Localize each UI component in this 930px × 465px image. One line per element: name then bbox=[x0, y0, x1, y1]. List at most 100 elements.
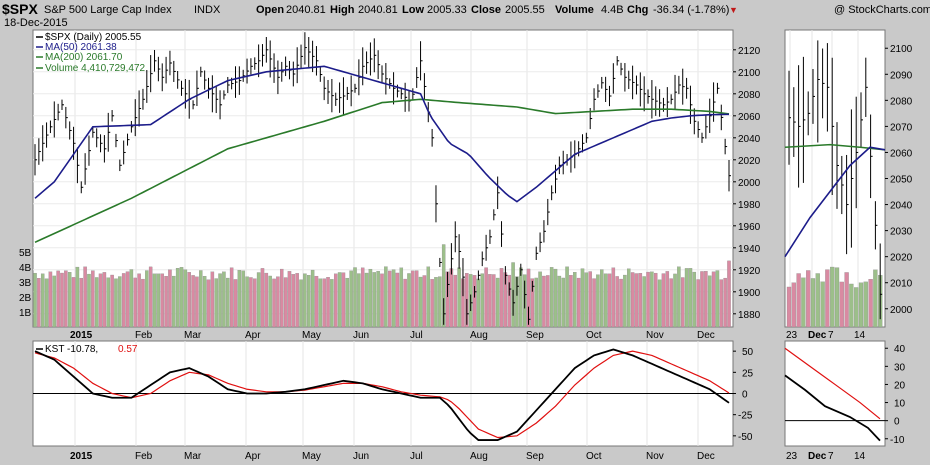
volume-bar bbox=[569, 275, 573, 328]
zoom-volume-bar bbox=[863, 281, 868, 328]
y-tick-label: 2060 bbox=[738, 112, 761, 123]
zoom-x-tick-label: 14 bbox=[854, 330, 866, 341]
x-tick-label: Jun bbox=[353, 451, 369, 462]
volume-bar bbox=[696, 279, 700, 328]
x-tick-label: Sep bbox=[526, 451, 544, 462]
zoom-volume-bar bbox=[858, 282, 864, 328]
volume-bar bbox=[164, 276, 168, 328]
volume-bar bbox=[125, 271, 130, 328]
volume-bar bbox=[727, 260, 731, 328]
kst-tick-label: 50 bbox=[742, 347, 754, 358]
low-value: 2005.33 bbox=[427, 4, 467, 16]
volume-bar bbox=[187, 272, 191, 328]
volume-bar bbox=[357, 273, 361, 328]
volume-bar bbox=[507, 274, 511, 328]
volume-bar bbox=[580, 268, 585, 328]
volume-bar bbox=[407, 273, 411, 328]
volume-value: 4.4B bbox=[601, 4, 624, 16]
volume-bar bbox=[680, 277, 685, 328]
volume-bar bbox=[495, 277, 500, 328]
volume-bar bbox=[665, 271, 670, 328]
volume-tick-label: 4B bbox=[19, 263, 32, 274]
zoom-y-tick-label: 2080 bbox=[890, 96, 913, 107]
volume-bar bbox=[384, 266, 388, 328]
volume-bar bbox=[441, 244, 446, 328]
x-tick-label: 2015 bbox=[70, 451, 93, 462]
volume-bar bbox=[295, 273, 299, 328]
volume-bar bbox=[391, 269, 396, 328]
down-arrow-icon: ▼ bbox=[729, 5, 738, 15]
legend-entry: $SPX (Daily) 2005.55 bbox=[45, 32, 142, 43]
x-tick-label: Aug bbox=[470, 330, 488, 341]
volume-bar bbox=[168, 269, 172, 328]
volume-bar bbox=[399, 267, 404, 328]
volume-bar bbox=[195, 276, 199, 328]
volume-bar bbox=[719, 279, 724, 328]
zoom-y-tick-label: 2020 bbox=[890, 253, 913, 264]
zoom-volume-bar bbox=[796, 273, 801, 328]
volume-bar bbox=[110, 274, 114, 328]
zoom-x-tick-label: Dec bbox=[808, 451, 827, 462]
volume-bar bbox=[133, 277, 137, 328]
volume-bar bbox=[484, 267, 488, 328]
volume-bar bbox=[245, 276, 249, 328]
kst-legend-value: KST -10.78, bbox=[45, 344, 98, 355]
volume-bar bbox=[561, 277, 565, 328]
kst-signal-line bbox=[34, 350, 730, 439]
zoom-volume-bar bbox=[791, 282, 796, 328]
kst-tick-label: -50 bbox=[738, 432, 753, 443]
volume-bar bbox=[33, 272, 37, 328]
kst-legend-signal: 0.57 bbox=[118, 344, 138, 355]
volume-bar bbox=[403, 278, 407, 328]
high-label: High bbox=[330, 4, 355, 16]
y-tick-label: 1880 bbox=[738, 310, 761, 321]
volume-bar bbox=[657, 279, 662, 328]
open-value: 2040.81 bbox=[286, 4, 326, 16]
volume-bar bbox=[642, 276, 646, 328]
volume-bar bbox=[414, 270, 419, 328]
x-tick-label: Jun bbox=[353, 330, 369, 341]
volume-bar bbox=[306, 275, 311, 328]
volume-bar bbox=[129, 269, 134, 328]
volume-bar bbox=[102, 272, 107, 328]
zoom-y-tick-label: 2090 bbox=[890, 70, 913, 81]
volume-label: Volume bbox=[555, 4, 594, 16]
volume-bar bbox=[75, 266, 80, 328]
zoom-volume-bar bbox=[834, 267, 840, 328]
x-tick-label: Apr bbox=[245, 451, 261, 462]
volume-bar bbox=[160, 273, 164, 328]
volume-bar bbox=[67, 272, 72, 328]
legend-entry: Volume 4,410,729,472 bbox=[45, 63, 146, 74]
volume-tick-label: 5B bbox=[19, 248, 32, 259]
volume-bar bbox=[272, 278, 276, 328]
volume-bar bbox=[106, 277, 111, 328]
volume-bar bbox=[118, 276, 122, 328]
zoom-kst-tick-label: 30 bbox=[894, 362, 906, 373]
volume-bar bbox=[673, 273, 677, 328]
volume-bar bbox=[411, 270, 415, 328]
y-tick-label: 1960 bbox=[738, 222, 761, 233]
volume-bar bbox=[199, 270, 203, 328]
volume-bar bbox=[87, 273, 91, 328]
volume-bar bbox=[222, 271, 226, 328]
volume-bar bbox=[553, 268, 558, 328]
volume-bar bbox=[326, 277, 330, 328]
volume-bar bbox=[79, 277, 84, 328]
volume-bar bbox=[472, 275, 477, 328]
kst-line bbox=[34, 348, 730, 441]
volume-bar bbox=[314, 275, 319, 328]
x-tick-label: Nov bbox=[646, 451, 664, 462]
volume-bar bbox=[253, 278, 257, 328]
volume-bar bbox=[318, 278, 323, 328]
volume-bar bbox=[83, 266, 87, 328]
volume-bar bbox=[44, 278, 49, 328]
volume-bar bbox=[91, 270, 95, 328]
volume-bar bbox=[64, 270, 68, 328]
legend-entry: MA(200) 2061.70 bbox=[45, 52, 123, 63]
volume-bar bbox=[237, 270, 242, 328]
volume-bar bbox=[322, 278, 326, 328]
volume-bar bbox=[148, 266, 153, 328]
x-tick-label: May bbox=[302, 451, 321, 462]
volume-bar bbox=[345, 277, 350, 328]
